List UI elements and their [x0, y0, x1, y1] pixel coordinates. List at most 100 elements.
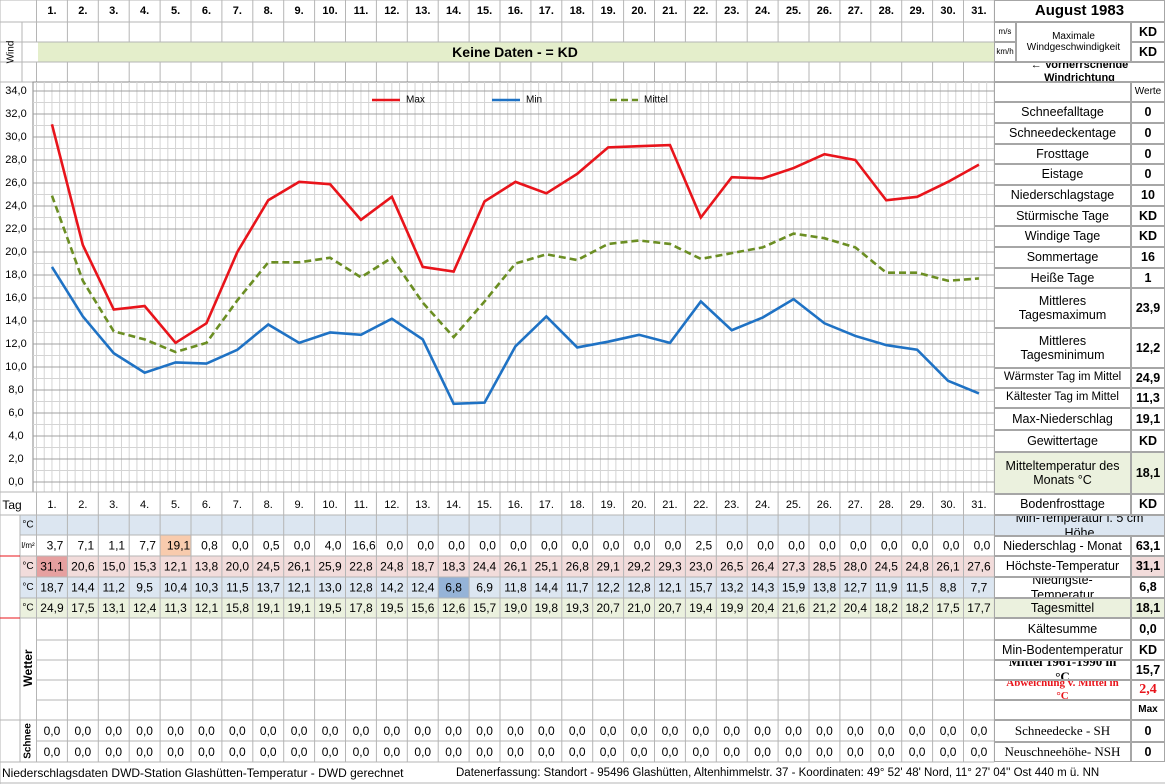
snow-value: 0,0 [414, 745, 431, 759]
stat-label: Niederschlag - Monat [994, 536, 1131, 556]
cell-value: 11,7 [566, 581, 589, 595]
cell-value: 15,7 [689, 581, 713, 595]
day-header: 16. [508, 499, 523, 511]
cell-value: 13,8 [195, 560, 219, 574]
cell-value: 3,7 [47, 539, 64, 553]
day-header: 30. [940, 5, 955, 17]
stat-label: Schneedecke - SH [994, 720, 1131, 742]
stat-value: 0 [1131, 102, 1165, 123]
snow-value: 0,0 [693, 745, 710, 759]
cell-value: 14,2 [380, 581, 404, 595]
stat-value: 63,1 [1131, 536, 1165, 556]
y-tick-label: 26,0 [5, 177, 26, 189]
cell-value: 12,1 [287, 581, 311, 595]
snow-value: 0,0 [723, 745, 740, 759]
cell-value: 22,8 [349, 560, 373, 574]
day-header: 3. [109, 499, 118, 511]
stat-label: Niedrigste-Temperatur [994, 577, 1131, 598]
cell-value: 20,4 [751, 601, 775, 615]
day-header: 1. [47, 499, 56, 511]
stat-value: 31,1 [1131, 556, 1165, 577]
cell-value: 0,0 [850, 539, 867, 553]
day-header: 28. [879, 499, 894, 511]
cell-value: 15,6 [411, 601, 435, 615]
cell-value: 26,8 [566, 560, 590, 574]
snow-value: 0,0 [754, 724, 771, 738]
cell-value: 14,4 [535, 581, 559, 595]
cell-value: 12,6 [442, 601, 466, 615]
cell-value: 11,9 [875, 581, 898, 595]
cell-value: 11,8 [504, 581, 527, 595]
stat-value: KD [1131, 206, 1165, 226]
day-header: 13. [415, 5, 430, 17]
footer-right: Datenerfassung: Standort - 95496 Glashüt… [456, 767, 1099, 779]
stat-label: Niederschlagstage [994, 185, 1131, 206]
y-tick-label: 14,0 [5, 315, 26, 327]
cell-value: 6,8 [445, 581, 462, 595]
snow-value: 0,0 [569, 745, 586, 759]
y-tick-label: 2,0 [8, 453, 23, 465]
unit-label: l/m² [21, 541, 35, 550]
row-background [20, 598, 995, 618]
snow-value: 0,0 [291, 745, 308, 759]
cell-value: 27,3 [782, 560, 806, 574]
snow-value: 0,0 [631, 745, 648, 759]
day-header: 22. [693, 499, 708, 511]
stat-label: Tagesmittel [994, 598, 1131, 618]
day-header: 25. [786, 5, 801, 17]
cell-value: 7,1 [78, 539, 95, 553]
cell-value: 24,4 [473, 560, 497, 574]
stat-label: Schneefalltage [994, 102, 1131, 123]
cell-value: 4,0 [325, 539, 342, 553]
cell-value: 29,3 [658, 560, 682, 574]
cell-value: 28,5 [813, 560, 837, 574]
stat-value: 18,1 [1131, 452, 1165, 494]
stat-label: Kältesumme [994, 618, 1131, 640]
snow-value: 0,0 [167, 745, 184, 759]
snow-value: 0,0 [445, 745, 462, 759]
cell-value: 12,2 [596, 581, 620, 595]
day-header: 29. [910, 499, 925, 511]
stat-label: Höchste-Temperatur [994, 556, 1131, 577]
cell-value: 19,0 [504, 601, 528, 615]
cell-value: 24,8 [380, 560, 404, 574]
cell-value: 0,0 [479, 539, 496, 553]
day-header: 18. [570, 5, 585, 17]
day-header: 30. [940, 499, 955, 511]
cell-value: 12,8 [349, 581, 373, 595]
day-header: 12. [384, 499, 399, 511]
stat-label: Mittel 1961-1990 in °C [994, 660, 1131, 680]
stat-value: 24,9 [1131, 368, 1165, 388]
y-tick-label: 12,0 [5, 338, 26, 350]
cell-value: 0,0 [417, 539, 434, 553]
cell-value: 18,2 [875, 601, 899, 615]
stat-label: Sommertage [994, 247, 1131, 268]
max-wind-ms: KD [1131, 22, 1165, 42]
cell-value: 13,1 [102, 601, 126, 615]
day-header: 26. [817, 499, 832, 511]
cell-value: 28,0 [844, 560, 868, 574]
day-header: 27. [848, 499, 863, 511]
cell-value: 13,8 [813, 581, 837, 595]
snow-value: 0,0 [940, 745, 957, 759]
day-header: 6. [202, 5, 211, 17]
snow-label: Schnee [23, 723, 34, 759]
day-header: 31. [971, 5, 986, 17]
cell-value: 15,8 [226, 601, 250, 615]
snow-value: 0,0 [476, 724, 493, 738]
day-header: 8. [264, 499, 273, 511]
day-header: 15. [477, 499, 492, 511]
cell-value: 19,1 [287, 601, 311, 615]
snow-value: 0,0 [507, 745, 524, 759]
cell-value: 23,0 [689, 560, 713, 574]
cell-value: 20,7 [596, 601, 620, 615]
snow-value: 0,0 [44, 724, 61, 738]
y-tick-label: 0,0 [8, 476, 23, 488]
snow-value: 0,0 [600, 745, 617, 759]
stat-value: 19,1 [1131, 408, 1165, 430]
y-tick-label: 22,0 [5, 223, 26, 235]
unit-kmh: km/h [994, 42, 1016, 62]
cell-value: 20,0 [226, 560, 250, 574]
unit-ms: m/s [994, 22, 1016, 42]
day-header: 17. [539, 499, 554, 511]
